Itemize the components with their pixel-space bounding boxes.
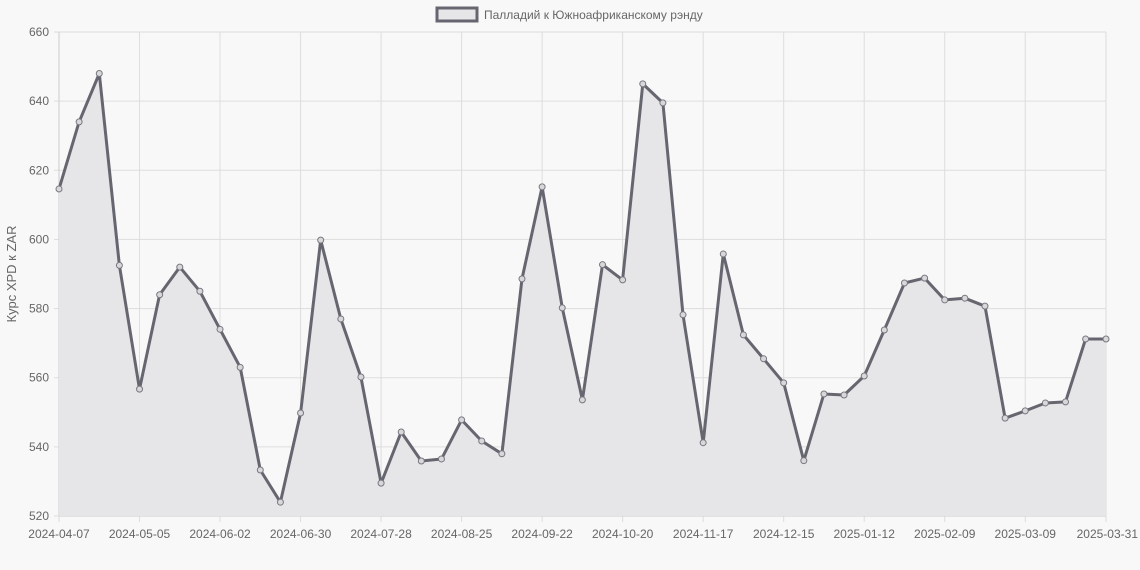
data-point[interactable] xyxy=(55,185,63,193)
data-point[interactable] xyxy=(156,291,164,299)
data-point[interactable] xyxy=(760,355,768,363)
data-point[interactable] xyxy=(659,99,667,107)
data-point[interactable] xyxy=(397,428,405,436)
data-point[interactable] xyxy=(276,498,284,506)
data-point[interactable] xyxy=(1021,407,1029,415)
data-point[interactable] xyxy=(860,372,868,380)
data-point[interactable] xyxy=(337,315,345,323)
data-point[interactable] xyxy=(780,379,788,387)
data-point[interactable] xyxy=(458,416,466,424)
y-axis-ticks: 520 540 560 580 600 620 640 660 xyxy=(29,25,49,523)
data-point[interactable] xyxy=(679,311,687,319)
data-point[interactable] xyxy=(840,391,848,399)
data-point[interactable] xyxy=(699,439,707,447)
legend-swatch xyxy=(435,6,479,23)
x-tick-label: 2024-10-20 xyxy=(592,527,654,541)
x-tick-label: 2024-04-07 xyxy=(28,527,90,541)
data-point[interactable] xyxy=(619,276,627,284)
data-point[interactable] xyxy=(1082,335,1090,343)
data-point[interactable] xyxy=(115,261,123,269)
data-point[interactable] xyxy=(800,457,808,465)
data-point[interactable] xyxy=(578,396,586,404)
x-tick-label: 2024-11-17 xyxy=(673,527,734,541)
data-point[interactable] xyxy=(921,274,929,282)
data-point[interactable] xyxy=(538,183,546,191)
data-point[interactable] xyxy=(880,326,888,334)
data-point[interactable] xyxy=(599,261,607,269)
data-point[interactable] xyxy=(498,450,506,458)
x-tick-label: 2024-09-22 xyxy=(511,527,573,541)
x-tick-label: 2024-06-02 xyxy=(189,527,251,541)
data-point[interactable] xyxy=(216,325,224,333)
legend[interactable]: Палладий к Южноафриканскому рэнду xyxy=(435,6,703,23)
data-point[interactable] xyxy=(558,304,566,312)
y-tick-label: 540 xyxy=(29,440,49,454)
data-point[interactable] xyxy=(95,69,103,77)
x-tick-label: 2025-03-09 xyxy=(995,527,1057,541)
data-point[interactable] xyxy=(136,385,144,393)
y-axis-label: Курс XPD к ZAR xyxy=(4,226,19,323)
data-point[interactable] xyxy=(961,294,969,302)
x-axis-ticks: 2024-04-07 2024-05-05 2024-06-02 2024-06-30… xyxy=(28,527,1138,541)
data-point[interactable] xyxy=(357,373,365,381)
series-points xyxy=(55,69,1110,506)
data-point[interactable] xyxy=(518,275,526,283)
x-tick-label: 2025-03-31 xyxy=(1077,527,1139,541)
data-point[interactable] xyxy=(739,331,747,339)
data-point[interactable] xyxy=(75,118,83,126)
data-point[interactable] xyxy=(1041,399,1049,407)
data-point[interactable] xyxy=(176,263,184,271)
data-point[interactable] xyxy=(981,302,989,310)
series-area-fill xyxy=(59,73,1106,516)
data-point[interactable] xyxy=(1001,414,1009,422)
data-point[interactable] xyxy=(377,479,385,487)
y-tick-label: 560 xyxy=(29,371,49,385)
x-tick-label: 2024-12-15 xyxy=(753,527,815,541)
data-point[interactable] xyxy=(900,279,908,287)
data-point[interactable] xyxy=(317,236,325,244)
data-point[interactable] xyxy=(1102,335,1110,343)
data-point[interactable] xyxy=(820,390,828,398)
y-tick-label: 640 xyxy=(29,94,49,108)
data-point[interactable] xyxy=(256,466,264,474)
data-point[interactable] xyxy=(417,457,425,465)
data-point[interactable] xyxy=(236,363,244,371)
data-point[interactable] xyxy=(639,80,647,88)
x-tick-label: 2024-06-30 xyxy=(270,527,332,541)
data-point[interactable] xyxy=(719,250,727,258)
data-point[interactable] xyxy=(1062,398,1069,406)
x-tick-label: 2025-02-09 xyxy=(914,527,976,541)
y-tick-label: 620 xyxy=(29,163,49,177)
x-tick-label: 2024-07-28 xyxy=(350,527,412,541)
y-tick-label: 520 xyxy=(29,509,49,523)
data-point[interactable] xyxy=(196,287,204,295)
data-point[interactable] xyxy=(297,409,305,417)
data-point[interactable] xyxy=(437,455,445,463)
y-tick-label: 600 xyxy=(29,232,49,246)
data-point[interactable] xyxy=(941,296,949,304)
x-tick-label: 2025-01-12 xyxy=(834,527,896,541)
data-point[interactable] xyxy=(478,437,486,445)
x-tick-label: 2024-08-25 xyxy=(431,527,493,541)
legend-label: Палладий к Южноафриканскому рэнду xyxy=(484,8,703,22)
y-tick-label: 580 xyxy=(29,302,49,316)
y-tick-label: 660 xyxy=(29,25,49,39)
x-tick-label: 2024-05-05 xyxy=(109,527,171,541)
